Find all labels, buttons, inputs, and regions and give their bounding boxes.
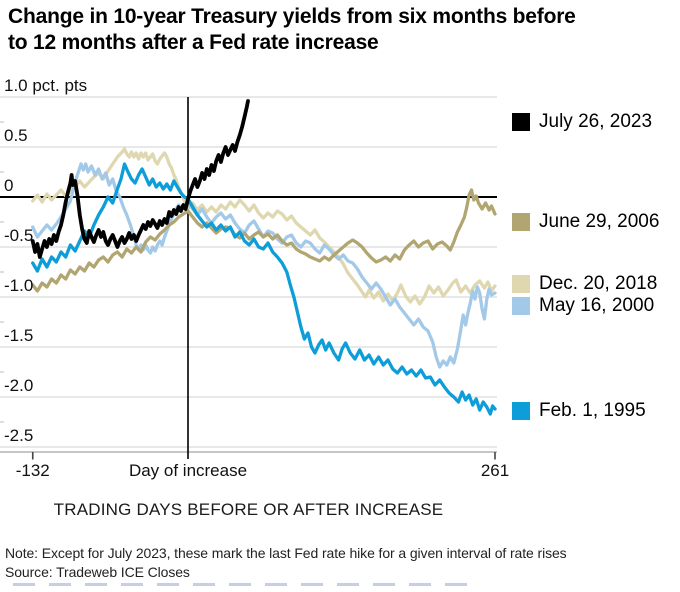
legend-swatch bbox=[512, 297, 530, 315]
x-tick-label: -132 bbox=[15, 461, 50, 480]
y-tick-label: -1.0 bbox=[4, 276, 34, 295]
note-text: Note: Except for July 2023, these mark t… bbox=[5, 545, 567, 561]
legend-label: July 26, 2023 bbox=[539, 111, 653, 132]
chart-title: Change in 10-year Treasury yields from s… bbox=[8, 4, 668, 56]
legend-label: Feb. 1, 1995 bbox=[539, 400, 646, 421]
y-tick-label: 1.0 pct. pts bbox=[4, 76, 88, 95]
legend-item-dec-20-2018: Dec. 20, 2018 bbox=[512, 273, 658, 294]
legend-item-may-16-2000: May 16, 2000 bbox=[512, 295, 655, 316]
cutoff-content-sliver bbox=[13, 583, 470, 586]
chart-title-line2: to 12 months after a Fed rate increase bbox=[8, 31, 379, 54]
series-line-dec-20-2018 bbox=[31, 147, 497, 306]
legend-label: Dec. 20, 2018 bbox=[539, 273, 658, 294]
x-axis-caption: TRADING DAYS BEFORE OR AFTER INCREASE bbox=[53, 500, 444, 519]
legend-label: June 29, 2006 bbox=[539, 211, 660, 232]
legend-swatch bbox=[512, 213, 530, 231]
source-text: Source: Tradeweb ICE Closes bbox=[5, 564, 190, 580]
chart-title-line1: Change in 10-year Treasury yields from s… bbox=[8, 5, 576, 28]
series-line-may-16-2000 bbox=[31, 162, 497, 369]
y-tick-label: -2.5 bbox=[4, 426, 34, 445]
series-line-july-26-2023 bbox=[30, 99, 250, 259]
series-line-feb-1-1995 bbox=[31, 162, 497, 416]
y-tick-label: -2.0 bbox=[4, 376, 34, 395]
x-tick-label: Day of increase bbox=[128, 461, 248, 480]
legend-swatch bbox=[512, 113, 530, 131]
y-tick-label: -0.5 bbox=[4, 226, 34, 245]
series-line-june-29-2006 bbox=[31, 188, 497, 293]
legend-item-june-29-2006: June 29, 2006 bbox=[512, 211, 660, 232]
x-tick-label: 261 bbox=[480, 461, 510, 480]
y-tick-label: -1.5 bbox=[4, 326, 34, 345]
y-tick-label: 0 bbox=[4, 176, 14, 195]
legend-label: May 16, 2000 bbox=[539, 295, 655, 316]
legend-swatch bbox=[512, 402, 530, 420]
legend-swatch bbox=[512, 275, 530, 293]
legend-item-feb-1-1995: Feb. 1, 1995 bbox=[512, 400, 646, 421]
y-tick-label: 0.5 bbox=[4, 126, 28, 145]
legend-item-july-26-2023: July 26, 2023 bbox=[512, 111, 653, 132]
